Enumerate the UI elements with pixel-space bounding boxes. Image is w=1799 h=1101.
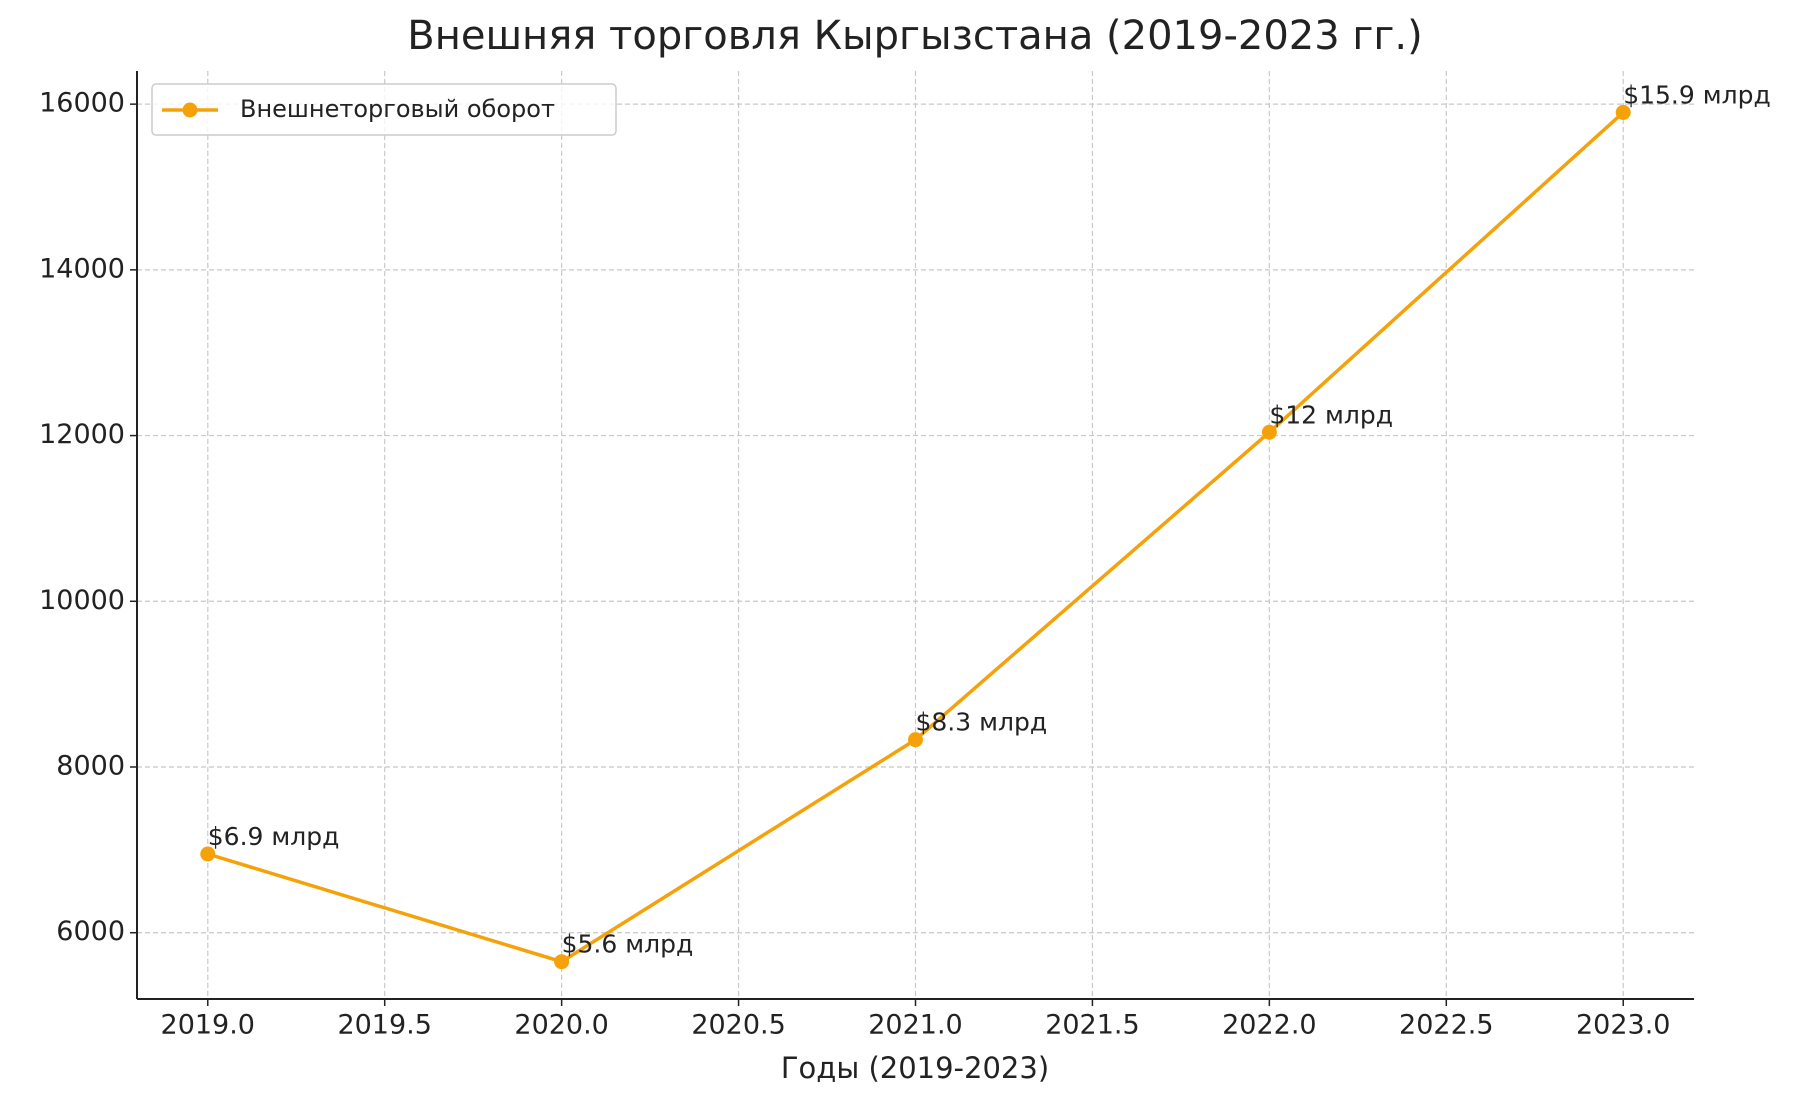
y-tick-label: 8000 <box>56 751 125 782</box>
value-label: $12 млрд <box>1269 400 1393 429</box>
x-axis-label: Годы (2019-2023) <box>781 1051 1049 1085</box>
value-label: $15.9 млрд <box>1623 80 1771 109</box>
legend-label: Внешнеторговый оборот <box>240 95 555 123</box>
x-tick-label: 2020.0 <box>514 1010 608 1041</box>
x-tick-label: 2021.0 <box>868 1010 962 1041</box>
data-point <box>1261 424 1277 440</box>
data-point <box>554 954 570 970</box>
y-tick-label: 10000 <box>39 585 125 616</box>
data-point <box>1615 104 1631 120</box>
x-tick-label: 2019.0 <box>161 1010 255 1041</box>
x-tick-label: 2019.5 <box>337 1010 431 1041</box>
data-point <box>908 732 923 748</box>
x-tick-label: 2021.5 <box>1045 1010 1139 1041</box>
value-label: $5.6 млрд <box>562 930 694 959</box>
x-tick-label: 2023.0 <box>1576 1010 1670 1041</box>
y-tick-label: 16000 <box>39 88 125 119</box>
value-label: $6.9 млрд <box>208 822 340 851</box>
x-tick-label: 2022.0 <box>1222 1010 1316 1041</box>
y-tick-label: 12000 <box>39 419 125 450</box>
x-tick-label: 2020.5 <box>691 1010 785 1041</box>
y-tick-label: 6000 <box>56 916 125 947</box>
chart-title: Внешняя торговля Кыргызстана (2019-2023 … <box>407 13 1423 59</box>
x-tick-label: 2022.5 <box>1399 1010 1493 1041</box>
value-label: $8.3 млрд <box>916 708 1048 737</box>
legend-box <box>151 83 617 136</box>
y-tick-label: 14000 <box>39 253 125 284</box>
data-point <box>200 846 216 862</box>
legend-marker <box>182 102 198 118</box>
